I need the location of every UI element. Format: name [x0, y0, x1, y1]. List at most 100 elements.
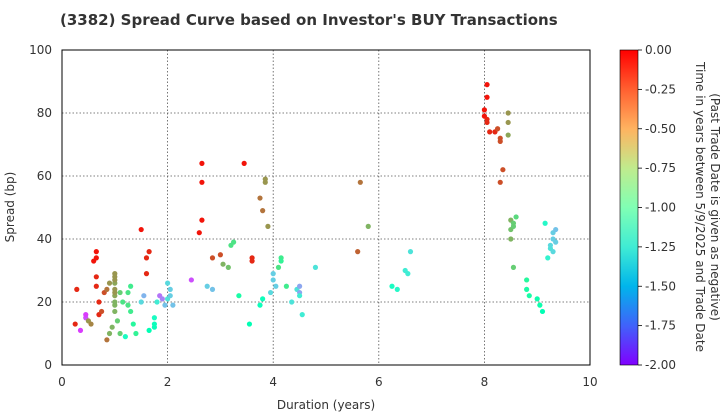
- data-point: [524, 286, 530, 292]
- data-point: [196, 230, 202, 236]
- data-point: [141, 293, 147, 299]
- data-point: [299, 312, 305, 318]
- data-point: [199, 160, 205, 166]
- data-point: [112, 286, 118, 292]
- data-point: [106, 280, 113, 286]
- data-point: [138, 226, 144, 233]
- y-axis-label: Spread (bp): [3, 172, 17, 243]
- data-point: [534, 296, 540, 302]
- data-point: [513, 214, 519, 220]
- data-point: [128, 283, 134, 289]
- data-point: [112, 271, 118, 277]
- data-point: [154, 299, 160, 305]
- data-point: [112, 299, 118, 305]
- x-tick-label: 8: [481, 375, 489, 389]
- data-point: [278, 258, 284, 264]
- data-point: [510, 264, 517, 270]
- data-point: [104, 286, 110, 292]
- data-point: [236, 293, 242, 299]
- data-point: [88, 321, 94, 327]
- data-point: [220, 261, 226, 267]
- y-tick-labels: 0 20 40 60 80 100: [29, 43, 52, 372]
- data-point: [355, 249, 361, 255]
- data-point: [550, 249, 556, 255]
- chart-title: (3382) Spread Curve based on Investor's …: [60, 11, 558, 29]
- data-point: [109, 324, 115, 330]
- data-point: [524, 277, 530, 283]
- data-point: [151, 324, 157, 330]
- data-point: [389, 283, 395, 289]
- data-point: [365, 223, 371, 229]
- data-point: [500, 167, 506, 173]
- data-point: [297, 293, 303, 299]
- y-tick-label: 0: [44, 358, 52, 372]
- data-point: [260, 208, 266, 214]
- data-point: [209, 255, 216, 261]
- x-tick-labels: 0 2 4 6 8 10: [58, 375, 597, 389]
- x-tick-label: 0: [58, 375, 66, 389]
- data-point: [405, 271, 411, 277]
- data-point: [257, 302, 263, 308]
- data-point: [112, 308, 118, 315]
- data-point: [188, 277, 194, 283]
- data-point: [217, 252, 223, 258]
- data-point: [297, 283, 303, 289]
- data-point: [267, 289, 274, 296]
- data-point: [484, 82, 490, 88]
- data-point: [231, 239, 237, 245]
- colorbar-tick-labels: 0.00 -0.25 -0.50 -0.75 -1.00 -1.25 -1.50 -1.75 -…: [638, 43, 676, 372]
- colorbar-label-line1: Time in years between 5/9/2025 and Trade…: [693, 61, 707, 352]
- data-points: [72, 82, 559, 343]
- data-point: [270, 277, 276, 283]
- colorbar-tick-label: -2.00: [645, 358, 676, 372]
- data-point: [265, 223, 271, 229]
- data-point: [114, 318, 121, 324]
- data-point: [505, 110, 511, 116]
- data-point: [143, 255, 150, 261]
- data-point: [159, 296, 165, 302]
- x-tick-label: 6: [375, 375, 383, 389]
- data-point: [275, 264, 282, 270]
- data-point: [241, 160, 247, 166]
- data-point: [199, 217, 205, 223]
- data-point: [542, 220, 548, 226]
- y-tick-label: 20: [37, 295, 52, 309]
- data-point: [225, 264, 231, 270]
- data-point: [510, 223, 517, 229]
- data-point: [93, 283, 99, 289]
- x-tick-label: 10: [582, 375, 597, 389]
- colorbar-tick-label: -1.75: [645, 319, 676, 333]
- data-point: [133, 330, 139, 337]
- data-point: [505, 119, 511, 126]
- y-tick-label: 100: [29, 43, 52, 57]
- colorbar-tick-label: -1.50: [645, 279, 676, 293]
- data-point: [146, 327, 152, 333]
- data-point: [125, 302, 131, 308]
- data-point: [394, 286, 400, 292]
- data-point: [199, 179, 205, 185]
- data-point: [505, 132, 511, 138]
- data-point: [487, 129, 493, 135]
- data-point: [249, 255, 255, 261]
- data-point: [170, 302, 176, 308]
- data-point: [104, 337, 110, 343]
- data-point: [99, 308, 105, 315]
- data-point: [312, 264, 319, 270]
- colorbar-tick-label: -0.25: [645, 82, 676, 96]
- data-point: [283, 283, 289, 289]
- data-point: [130, 321, 136, 327]
- data-point: [497, 179, 503, 185]
- data-point: [262, 176, 268, 182]
- data-point: [146, 249, 152, 255]
- data-point: [117, 330, 123, 337]
- data-point: [96, 299, 102, 305]
- data-point: [93, 249, 99, 255]
- data-point: [165, 280, 171, 286]
- colorbar-tick-label: -1.00: [645, 201, 676, 215]
- data-point: [270, 271, 276, 277]
- data-point: [167, 293, 173, 299]
- plot-frame: [61, 49, 591, 366]
- data-point: [537, 302, 543, 308]
- data-point: [484, 119, 490, 126]
